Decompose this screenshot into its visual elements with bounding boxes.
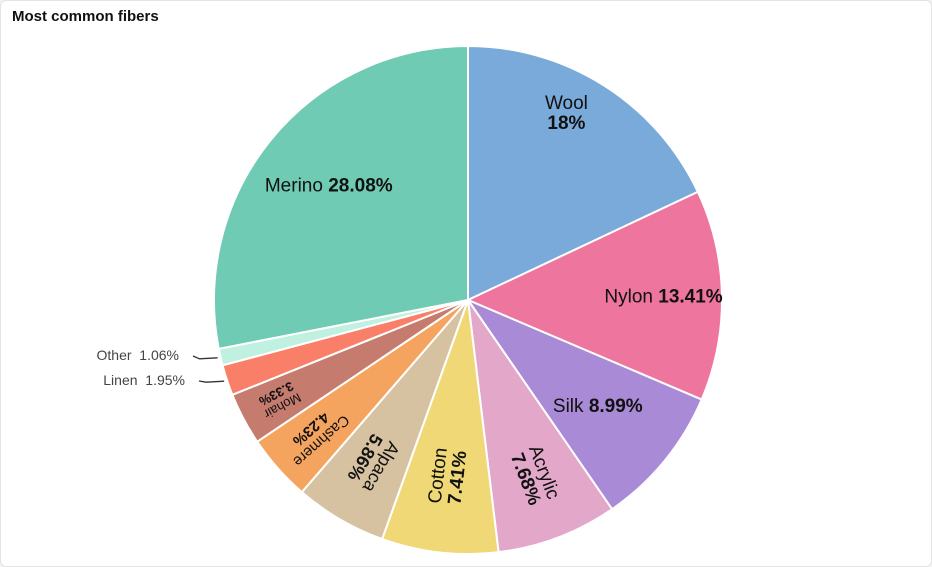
slice-label-merino: Merino 28.08% [265,175,393,196]
slice-label-other: Other 1.06% [97,347,218,363]
pie-slice-wool[interactable] [467,45,699,301]
pie-slice-nylon[interactable] [467,190,723,401]
leader-line-linen [198,380,225,383]
slice-label-silk: Silk 8.99% [553,396,643,417]
pie-slice-merino[interactable] [213,45,469,350]
slice-label-text: Merino 28.08% [265,175,393,196]
pie-slice-acrylic[interactable] [467,299,614,554]
slice-label-value: 18% [547,113,585,134]
chart-title: Most common fibers [12,8,159,25]
pie-slice-cotton[interactable] [381,299,500,555]
slice-label-text: Silk 8.99% [553,396,643,417]
slice-label-text: Nylon 13.41% [604,286,722,307]
pie-slice-silk[interactable] [467,299,703,511]
slice-label-nylon: Nylon 13.41% [604,286,722,307]
slice-label-text: Linen 1.95% [103,372,185,388]
slice-label-linen: Linen 1.95% [103,372,225,388]
slice-label-name: Wool [545,93,588,114]
slice-label-text: Other 1.06% [97,347,180,363]
leader-line-other [192,355,218,360]
